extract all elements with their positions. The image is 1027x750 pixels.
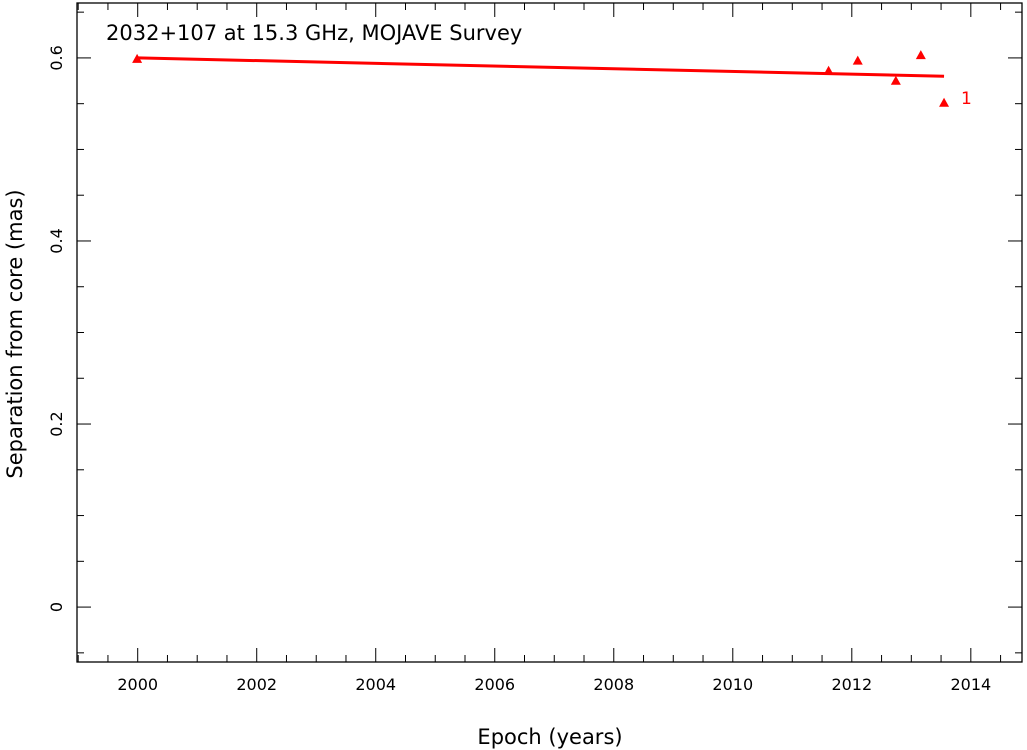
x-tick-label: 2006: [474, 675, 515, 694]
data-point: [132, 53, 143, 63]
x-tick-label: 2004: [355, 675, 396, 694]
x-tick-label: 2002: [236, 675, 277, 694]
x-axis-label: Epoch (years): [477, 725, 622, 749]
series-label: 1: [961, 89, 972, 109]
data-points: [132, 50, 950, 107]
y-axis-label: Separation from core (mas): [3, 189, 27, 478]
axis-tick-labels: 2000 2002 2004 2006 2008 2010 2012 2014 0 0.2 0.4 0…: [47, 45, 991, 694]
y-tick-label: 0.2: [47, 411, 66, 436]
plot-frame: [76, 2, 1023, 663]
y-tick-label: 0: [47, 602, 66, 612]
data-point: [915, 50, 926, 60]
axis-ticks: [77, 3, 1022, 662]
data-point: [852, 55, 863, 65]
x-tick-label: 2010: [712, 675, 753, 694]
data-point: [823, 65, 834, 75]
chart-title: 2032+107 at 15.3 GHz, MOJAVE Survey: [106, 21, 522, 45]
fit-lines: [137, 56, 945, 78]
x-tick-label: 2012: [831, 675, 872, 694]
data-point: [890, 75, 901, 85]
x-tick-label: 2008: [593, 675, 634, 694]
x-tick-label: 2000: [117, 675, 158, 694]
y-tick-label: 0.4: [47, 228, 66, 253]
fit-line: [137, 56, 945, 78]
y-tick-label: 0.6: [47, 45, 66, 70]
series-labels: 1: [961, 89, 972, 109]
x-tick-label: 2014: [950, 675, 991, 694]
data-point: [939, 97, 950, 107]
